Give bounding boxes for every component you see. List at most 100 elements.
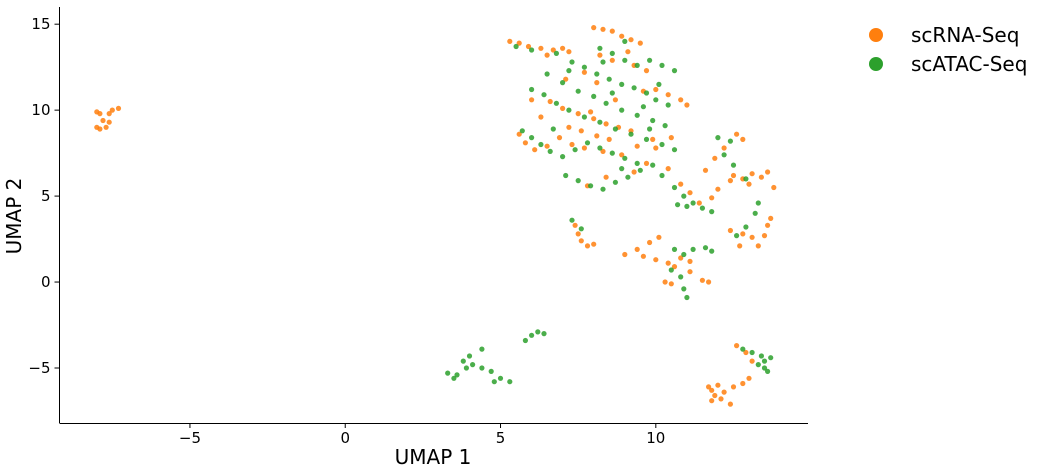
x-axis-label: UMAP 1 [395,445,472,469]
point-scrna-seq-118 [740,380,746,387]
point-scrna-seq-112 [749,358,755,364]
point-scatac-seq-100 [535,329,541,335]
point-scrna-seq-10 [507,38,513,45]
point-scatac-seq-27 [529,86,535,93]
x-tick-label: 0 [340,429,350,447]
point-scrna-seq-95 [687,258,693,264]
point-scrna-seq-92 [653,257,659,263]
point-scatac-seq-16 [647,57,653,63]
point-scrna-seq-15 [560,45,566,51]
point-scatac-seq-111 [640,104,647,110]
point-scrna-seq-86 [591,241,597,247]
point-scrna-seq-39 [591,116,597,122]
point-scatac-seq-42 [560,154,566,160]
point-scrna-seq-71 [721,145,727,151]
point-scatac-seq-48 [634,160,640,166]
point-scrna-seq-48 [522,140,529,146]
point-scatac-seq-108 [761,365,768,371]
point-scatac-seq-11 [665,102,671,108]
point-scatac-seq-2 [553,50,560,57]
point-scatac-seq-56 [650,162,656,168]
point-scrna-seq-55 [619,152,625,158]
point-scatac-seq-1 [529,47,535,53]
point-scatac-seq-119 [656,81,662,87]
point-scatac-seq-84 [684,294,690,301]
point-scatac-seq-116 [647,126,653,132]
point-scrna-seq-12 [525,43,532,50]
point-scrna-seq-19 [600,26,606,32]
point-scatac-seq-60 [690,200,696,206]
point-scrna-seq-88 [634,246,640,252]
y-tick-label: −5 [28,359,50,377]
point-scatac-seq-38 [519,128,525,134]
point-scrna-seq-85 [584,243,591,249]
point-scatac-seq-44 [584,140,591,146]
point-scrna-seq-129 [625,49,631,55]
point-scatac-seq-39 [529,135,535,141]
point-scrna-seq-16 [566,49,572,55]
point-scrna-seq-6 [97,126,103,132]
point-scatac-seq-12 [597,45,603,51]
point-scatac-seq-92 [507,379,513,385]
point-scrna-seq-61 [603,174,609,180]
point-scrna-seq-11 [516,40,522,46]
point-scatac-seq-76 [671,246,678,252]
point-scrna-seq-110 [734,343,740,349]
point-scatac-seq-7 [619,81,625,87]
point-scrna-seq-4 [115,105,122,111]
point-scatac-seq-24 [634,112,640,118]
point-scatac-seq-72 [743,224,749,230]
point-scrna-seq-124 [563,76,569,82]
point-scatac-seq-37 [671,147,678,153]
point-scatac-seq-82 [678,274,684,280]
point-scatac-seq-110 [609,90,615,96]
point-scrna-seq-83 [575,231,581,237]
point-scrna-seq-34 [684,102,690,108]
point-scatac-seq-51 [588,183,594,189]
point-scatac-seq-114 [671,68,678,74]
point-scatac-seq-96 [479,346,485,352]
point-scrna-seq-114 [712,392,718,399]
scatter-points [94,25,777,407]
point-scatac-seq-32 [597,119,603,125]
point-scatac-seq-3 [569,59,575,65]
point-scrna-seq-22 [628,37,634,43]
point-scatac-seq-93 [491,379,497,385]
point-scatac-seq-47 [622,155,628,161]
point-scatac-seq-0 [513,43,519,50]
point-scrna-seq-64 [678,181,684,187]
point-scrna-seq-23 [637,40,643,46]
point-scrna-seq-32 [665,92,671,98]
point-scrna-seq-89 [647,239,653,246]
point-scrna-seq-36 [547,98,553,105]
point-scrna-seq-67 [709,195,715,201]
point-scrna-seq-120 [709,398,715,404]
point-scrna-seq-25 [609,57,615,63]
y-tick-label: 0 [41,273,51,291]
point-scatac-seq-15 [634,62,640,68]
point-scatac-seq-41 [547,148,553,154]
point-scrna-seq-103 [740,231,746,237]
point-scrna-seq-76 [749,171,755,177]
point-scrna-seq-65 [687,190,693,196]
point-scrna-seq-47 [516,131,522,137]
point-scatac-seq-45 [597,145,603,151]
point-scrna-seq-46 [606,136,612,142]
x-tick-label: −5 [179,429,201,447]
point-scatac-seq-53 [612,179,619,185]
point-scrna-seq-123 [715,382,721,388]
point-scatac-seq-33 [612,126,619,132]
point-scrna-seq-69 [702,167,709,173]
point-scatac-seq-36 [659,141,665,148]
point-scrna-seq-9 [100,117,106,124]
point-scatac-seq-9 [643,90,650,96]
point-scatac-seq-66 [727,138,734,144]
point-scrna-seq-49 [532,147,538,153]
point-scrna-seq-127 [538,114,544,120]
point-scatac-seq-4 [581,64,588,70]
y-tick-label: 5 [41,187,51,205]
point-scrna-seq-20 [609,28,615,34]
point-scrna-seq-45 [594,133,600,139]
point-scatac-seq-58 [671,184,678,191]
point-scrna-seq-37 [560,105,566,111]
